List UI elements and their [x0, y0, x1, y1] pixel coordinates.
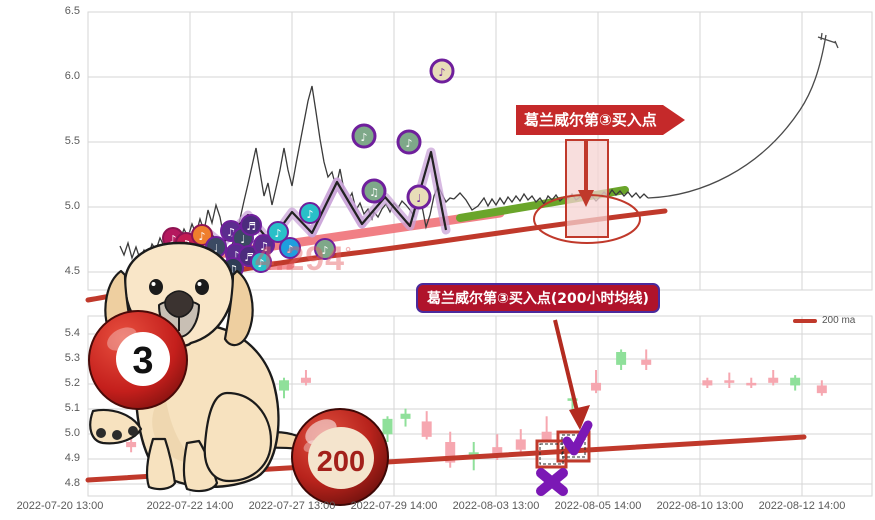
candle-body	[541, 431, 552, 440]
candle-body	[421, 421, 432, 437]
banner-body: 葛兰威尔第③买入点	[516, 105, 663, 135]
candle-body	[515, 439, 526, 450]
y-tick-bottom: 5.4	[64, 327, 80, 339]
candle-body	[591, 382, 602, 391]
svg-text:♩: ♩	[213, 242, 218, 255]
x-tick: 2022-08-12 14:00	[758, 500, 846, 512]
labrador-dog-illustration: 3	[88, 241, 319, 493]
x-tick: 2022-07-29 14:00	[350, 500, 438, 512]
buy-point-banner[interactable]: 葛兰威尔第③买入点	[516, 105, 685, 135]
price-watermark: 4.294°	[255, 240, 353, 278]
x-tick: 2022-08-03 13:00	[452, 500, 540, 512]
svg-text:♪: ♪	[321, 244, 328, 257]
svg-text:♩: ♩	[240, 233, 245, 246]
y-tick-top: 5.5	[64, 135, 80, 147]
y-tick-top: 4.5	[64, 265, 80, 277]
y-tick-bottom: 5.3	[64, 352, 80, 364]
candle-body	[300, 377, 311, 383]
price-line-right	[453, 188, 649, 211]
ma200-callout-text: 葛兰威尔第③买入点(200小时均线)	[427, 291, 649, 307]
svg-text:♪: ♪	[438, 66, 445, 79]
svg-text:♪: ♪	[274, 227, 281, 240]
billiard-ball-200: 200	[291, 408, 389, 506]
banner-label: 葛兰威尔第③买入点	[524, 110, 657, 129]
candle-body	[790, 377, 801, 386]
candle-body	[746, 382, 757, 386]
banner-arrow-head-icon	[662, 105, 685, 135]
y-tick-bottom: 5.1	[64, 402, 80, 414]
legend-swatch-200ma	[793, 318, 817, 323]
svg-text:♪: ♪	[169, 233, 176, 246]
y-tick-bottom: 5.0	[64, 427, 80, 439]
svg-text:♪: ♪	[232, 249, 239, 262]
svg-text:♫: ♫	[259, 240, 269, 253]
svg-text:♫: ♫	[369, 186, 379, 199]
svg-text:♫: ♫	[228, 263, 238, 276]
svg-text:♫: ♫	[226, 226, 236, 239]
candle-body	[816, 385, 827, 394]
candle-body	[126, 442, 137, 448]
candle-body	[641, 359, 652, 365]
svg-text:♪: ♪	[198, 230, 205, 243]
candle-body	[616, 352, 627, 365]
degree-symbol: °	[345, 244, 353, 262]
svg-text:3: 3	[132, 340, 153, 382]
purple-check-marker	[562, 420, 593, 456]
candle-body	[279, 380, 289, 391]
x-tick: 2022-07-27 13:00	[248, 500, 336, 512]
candle-body	[724, 380, 735, 383]
svg-text:♬: ♬	[244, 251, 254, 264]
y-tick-top: 5.0	[64, 200, 80, 212]
ma200-callout-label[interactable]: 葛兰威尔第③买入点(200小时均线)	[416, 283, 660, 313]
purple-x-marker	[536, 468, 568, 496]
y-tick-bottom: 4.9	[64, 452, 80, 464]
svg-text:♪: ♪	[306, 208, 313, 221]
x-tick: 2022-07-22 14:00	[146, 500, 234, 512]
billiard-ball-3: 3	[88, 310, 188, 410]
y-tick-top: 6.0	[64, 70, 80, 82]
svg-text:♪: ♪	[286, 243, 293, 256]
svg-text:♪: ♪	[405, 137, 412, 150]
candle-body	[400, 413, 411, 419]
y-tick-bottom: 5.2	[64, 377, 80, 389]
callout-arrow-bottom	[553, 319, 590, 430]
svg-text:200: 200	[317, 446, 365, 478]
svg-text:♪: ♪	[257, 257, 264, 270]
forecast-curve	[647, 34, 827, 199]
legend[interactable]: 200 ma	[793, 315, 855, 326]
down-arrow-top	[578, 140, 594, 207]
candle-body	[492, 447, 503, 455]
svg-text:♩: ♩	[416, 192, 421, 205]
x-tick: 2022-08-10 13:00	[656, 500, 744, 512]
candle-body	[702, 380, 713, 386]
svg-text:♬: ♬	[246, 220, 256, 233]
y-tick-bottom: 4.8	[64, 477, 80, 489]
buy-signal-boxes	[535, 430, 591, 469]
candle-body	[445, 442, 456, 463]
legend-label-200ma: 200 ma	[822, 315, 856, 326]
svg-text:♪: ♪	[360, 131, 367, 144]
x-tick: 2022-07-20 13:00	[16, 500, 104, 512]
candle-body	[768, 377, 779, 383]
x-tick: 2022-08-05 14:00	[554, 500, 642, 512]
forecast-tip-marker	[817, 32, 839, 49]
y-tick-top: 6.5	[64, 5, 80, 17]
candle-body	[382, 418, 393, 435]
